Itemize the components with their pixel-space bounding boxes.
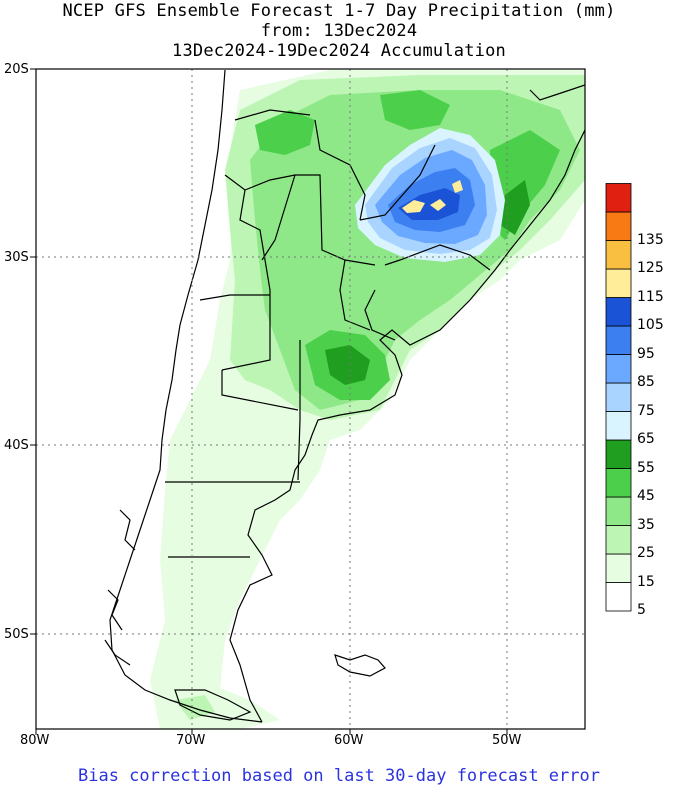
lat-label-50s: 50S [4,627,29,642]
legend-swatch [605,240,632,270]
lon-label-60w: 60W [334,733,364,748]
lon-label-70w: 70W [176,733,206,748]
legend-swatch [605,211,632,241]
lat-label-40s: 40S [4,438,29,453]
legend-label: 65 [637,431,655,447]
legend-label: 45 [637,488,655,504]
map-title: NCEP GFS Ensemble Forecast 1-7 Day Preci… [62,1,616,21]
legend-label: 35 [637,516,655,533]
legend-swatch [605,354,632,384]
lon-label-80w: 80W [20,733,50,748]
map-init-date: from: 13Dec2024 [260,21,418,41]
map-frame [35,68,586,730]
legend-label: 5 [637,602,646,618]
graticule [36,69,585,729]
map-accumulation-period: 13Dec2024-19Dec2024 Accumulation [172,41,506,61]
legend-label: 85 [637,374,655,390]
legend-swatch [605,325,632,355]
legend-label: 105 [637,317,664,333]
legend-label: 115 [637,288,664,305]
legend-label: 95 [637,345,655,362]
precip-area-115 [402,200,425,213]
lat-label-20s: 20S [4,62,29,77]
legend-swatch [605,382,632,412]
legend-swatch [605,525,632,555]
legend-swatch [605,468,632,498]
precip-fields [150,70,585,729]
legend-swatch [605,297,632,327]
legend-swatch [605,553,632,583]
precip-area-55 [325,345,370,385]
lat-label-30s: 30S [4,250,29,265]
legend-swatch [605,439,632,469]
legend-swatch [605,268,632,298]
legend-label: 75 [637,402,655,419]
legend-swatch [605,582,632,612]
legend-label: 15 [637,573,655,590]
lon-label-50w: 50W [492,733,522,748]
bias-correction-note: Bias correction based on last 30-day for… [78,766,600,786]
legend-swatch [605,411,632,441]
precip-legend [605,183,632,612]
legend-label: 125 [637,260,664,276]
legend-swatch [605,183,632,213]
legend-label: 135 [637,231,664,248]
legend-label: 25 [637,545,655,561]
legend-swatch [605,496,632,526]
axis-ticks [30,68,508,735]
legend-label: 55 [637,459,655,476]
